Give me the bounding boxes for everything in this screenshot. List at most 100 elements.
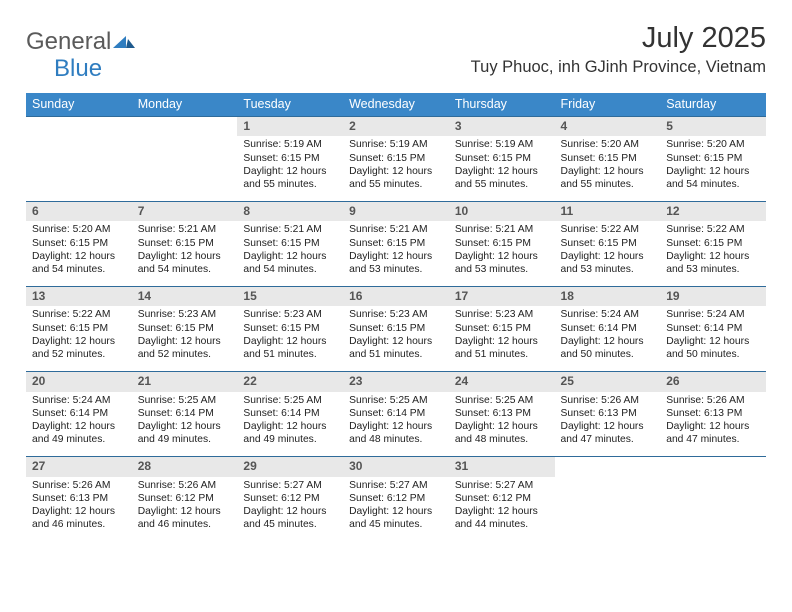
- day-cell: Sunrise: 5:26 AMSunset: 6:13 PMDaylight:…: [660, 392, 766, 457]
- sunset-text: Sunset: 6:12 PM: [455, 492, 549, 505]
- daylight-text: Daylight: 12 hours and 47 minutes.: [561, 420, 655, 446]
- day-number-cell: 22: [237, 372, 343, 392]
- sunrise-text: Sunrise: 5:27 AM: [455, 479, 549, 492]
- sunset-text: Sunset: 6:15 PM: [349, 152, 443, 165]
- daylight-text: Daylight: 12 hours and 55 minutes.: [561, 165, 655, 191]
- day-number-row: 13141516171819: [26, 287, 766, 307]
- sunrise-text: Sunrise: 5:24 AM: [561, 308, 655, 321]
- daylight-text: Daylight: 12 hours and 54 minutes.: [138, 250, 232, 276]
- sunset-text: Sunset: 6:15 PM: [455, 237, 549, 250]
- sunset-text: Sunset: 6:15 PM: [666, 152, 760, 165]
- daylight-text: Daylight: 12 hours and 50 minutes.: [561, 335, 655, 361]
- sunrise-text: Sunrise: 5:25 AM: [138, 394, 232, 407]
- daylight-text: Daylight: 12 hours and 55 minutes.: [243, 165, 337, 191]
- day-number-cell: 20: [26, 372, 132, 392]
- sunset-text: Sunset: 6:12 PM: [138, 492, 232, 505]
- day-cell: Sunrise: 5:26 AMSunset: 6:13 PMDaylight:…: [555, 392, 661, 457]
- sunrise-text: Sunrise: 5:23 AM: [455, 308, 549, 321]
- sunset-text: Sunset: 6:15 PM: [32, 237, 126, 250]
- sunset-text: Sunset: 6:15 PM: [455, 322, 549, 335]
- day-number-cell: 6: [26, 202, 132, 222]
- day-number-cell: 2: [343, 117, 449, 137]
- daylight-text: Daylight: 12 hours and 49 minutes.: [138, 420, 232, 446]
- day-number-cell: 25: [555, 372, 661, 392]
- sunset-text: Sunset: 6:15 PM: [561, 237, 655, 250]
- weekday-header: Friday: [555, 93, 661, 117]
- day-cell: Sunrise: 5:25 AMSunset: 6:13 PMDaylight:…: [449, 392, 555, 457]
- sunset-text: Sunset: 6:15 PM: [666, 237, 760, 250]
- daylight-text: Daylight: 12 hours and 48 minutes.: [455, 420, 549, 446]
- day-number-row: 2728293031: [26, 457, 766, 477]
- sunrise-text: Sunrise: 5:25 AM: [349, 394, 443, 407]
- sunrise-text: Sunrise: 5:25 AM: [243, 394, 337, 407]
- sunrise-text: Sunrise: 5:27 AM: [243, 479, 337, 492]
- daylight-text: Daylight: 12 hours and 48 minutes.: [349, 420, 443, 446]
- sunset-text: Sunset: 6:13 PM: [561, 407, 655, 420]
- sunset-text: Sunset: 6:13 PM: [32, 492, 126, 505]
- sunset-text: Sunset: 6:13 PM: [666, 407, 760, 420]
- sunrise-text: Sunrise: 5:26 AM: [666, 394, 760, 407]
- day-cell: Sunrise: 5:21 AMSunset: 6:15 PMDaylight:…: [132, 221, 238, 286]
- daylight-text: Daylight: 12 hours and 55 minutes.: [349, 165, 443, 191]
- daylight-text: Daylight: 12 hours and 44 minutes.: [455, 505, 549, 531]
- sunset-text: Sunset: 6:14 PM: [138, 407, 232, 420]
- sunset-text: Sunset: 6:15 PM: [349, 237, 443, 250]
- sunset-text: Sunset: 6:15 PM: [561, 152, 655, 165]
- day-body-row: Sunrise: 5:20 AMSunset: 6:15 PMDaylight:…: [26, 221, 766, 286]
- sunrise-text: Sunrise: 5:20 AM: [32, 223, 126, 236]
- day-number-cell: 1: [237, 117, 343, 137]
- day-cell: Sunrise: 5:27 AMSunset: 6:12 PMDaylight:…: [343, 477, 449, 542]
- day-number-cell: 26: [660, 372, 766, 392]
- day-number-cell: 5: [660, 117, 766, 137]
- sunrise-text: Sunrise: 5:26 AM: [561, 394, 655, 407]
- daylight-text: Daylight: 12 hours and 53 minutes.: [666, 250, 760, 276]
- brand-mark-icon: [113, 30, 135, 55]
- sunrise-text: Sunrise: 5:26 AM: [32, 479, 126, 492]
- sunset-text: Sunset: 6:15 PM: [243, 152, 337, 165]
- daylight-text: Daylight: 12 hours and 45 minutes.: [243, 505, 337, 531]
- day-cell: Sunrise: 5:25 AMSunset: 6:14 PMDaylight:…: [237, 392, 343, 457]
- day-cell: Sunrise: 5:24 AMSunset: 6:14 PMDaylight:…: [660, 306, 766, 371]
- sunrise-text: Sunrise: 5:25 AM: [455, 394, 549, 407]
- day-cell: Sunrise: 5:25 AMSunset: 6:14 PMDaylight:…: [132, 392, 238, 457]
- daylight-text: Daylight: 12 hours and 47 minutes.: [666, 420, 760, 446]
- daylight-text: Daylight: 12 hours and 55 minutes.: [455, 165, 549, 191]
- day-number-cell: 13: [26, 287, 132, 307]
- day-number-cell: 14: [132, 287, 238, 307]
- day-cell: [26, 136, 132, 201]
- day-body-row: Sunrise: 5:26 AMSunset: 6:13 PMDaylight:…: [26, 477, 766, 542]
- sunset-text: Sunset: 6:15 PM: [455, 152, 549, 165]
- sunset-text: Sunset: 6:14 PM: [666, 322, 760, 335]
- sunrise-text: Sunrise: 5:23 AM: [138, 308, 232, 321]
- daylight-text: Daylight: 12 hours and 49 minutes.: [243, 420, 337, 446]
- day-body-row: Sunrise: 5:24 AMSunset: 6:14 PMDaylight:…: [26, 392, 766, 457]
- daylight-text: Daylight: 12 hours and 54 minutes.: [32, 250, 126, 276]
- day-number-cell: 7: [132, 202, 238, 222]
- day-number-cell: 30: [343, 457, 449, 477]
- day-number-cell: [132, 117, 238, 137]
- day-number-cell: 3: [449, 117, 555, 137]
- brand-text-general: General: [26, 28, 111, 56]
- day-cell: Sunrise: 5:20 AMSunset: 6:15 PMDaylight:…: [555, 136, 661, 201]
- day-number-cell: 12: [660, 202, 766, 222]
- sunset-text: Sunset: 6:12 PM: [243, 492, 337, 505]
- day-number-row: 12345: [26, 117, 766, 137]
- sunset-text: Sunset: 6:14 PM: [32, 407, 126, 420]
- sunset-text: Sunset: 6:15 PM: [138, 322, 232, 335]
- weekday-header: Sunday: [26, 93, 132, 117]
- day-number-row: 6789101112: [26, 202, 766, 222]
- weekday-header: Tuesday: [237, 93, 343, 117]
- day-cell: Sunrise: 5:19 AMSunset: 6:15 PMDaylight:…: [449, 136, 555, 201]
- day-number-cell: 11: [555, 202, 661, 222]
- daylight-text: Daylight: 12 hours and 53 minutes.: [455, 250, 549, 276]
- sunrise-text: Sunrise: 5:26 AM: [138, 479, 232, 492]
- brand-text-blue: Blue: [54, 55, 102, 82]
- day-number-cell: 18: [555, 287, 661, 307]
- day-number-cell: [555, 457, 661, 477]
- day-cell: Sunrise: 5:20 AMSunset: 6:15 PMDaylight:…: [26, 221, 132, 286]
- day-cell: Sunrise: 5:26 AMSunset: 6:13 PMDaylight:…: [26, 477, 132, 542]
- day-number-cell: 8: [237, 202, 343, 222]
- day-number-cell: 19: [660, 287, 766, 307]
- sunrise-text: Sunrise: 5:24 AM: [32, 394, 126, 407]
- sunrise-text: Sunrise: 5:21 AM: [455, 223, 549, 236]
